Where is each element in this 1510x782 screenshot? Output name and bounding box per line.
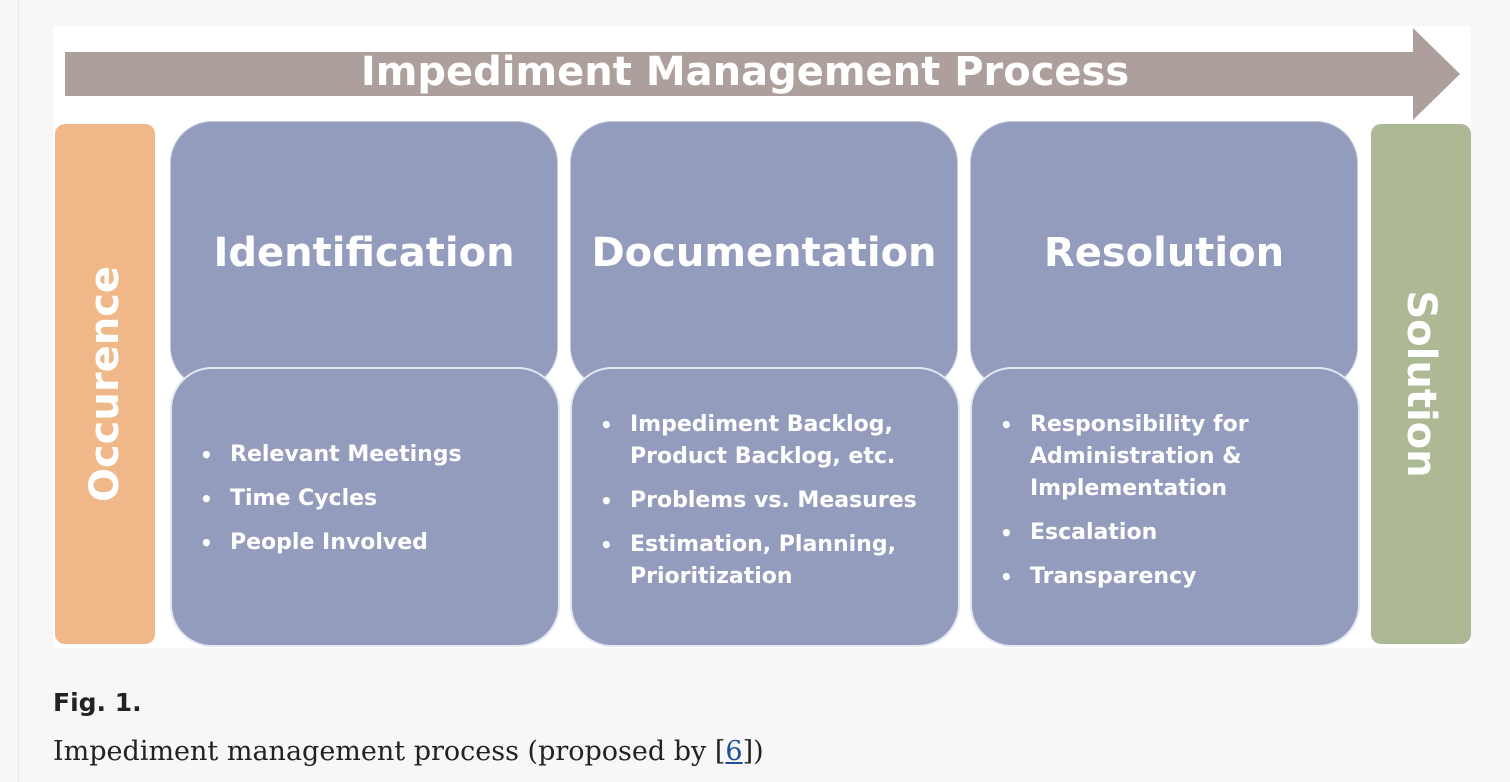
caption-text-end: ]): [742, 736, 764, 767]
stage-documentation: Documentation Impediment Backlog, Produc…: [570, 121, 960, 647]
bullet-item: Escalation: [1000, 517, 1298, 549]
stage-title: Identification: [213, 230, 515, 276]
figure-caption: Impediment management process (proposed …: [53, 736, 764, 767]
process-arrow: [65, 28, 1460, 120]
caption-text: Impediment management process (proposed …: [53, 736, 726, 767]
bullet-item: Problems vs. Measures: [600, 485, 918, 517]
bullet-item: Responsibility for Administration & Impl…: [1000, 409, 1298, 505]
stage-details: Impediment Backlog, Product Backlog, etc…: [570, 367, 960, 647]
figure-label: Fig. 1.: [53, 688, 142, 717]
solution-bar: Solution: [1371, 124, 1471, 644]
solution-label: Solution: [1398, 290, 1444, 478]
stage-header: Identification: [170, 121, 558, 389]
stage-header: Documentation: [570, 121, 958, 389]
stage-title: Documentation: [591, 230, 937, 276]
bullet-item: Estimation, Planning, Prioritization: [600, 529, 918, 593]
figure-image: Impediment Management Process Occurence …: [53, 26, 1471, 648]
bullet-item: People Involved: [200, 527, 544, 559]
occurence-bar: Occurence: [55, 124, 155, 644]
bullet-list: Responsibility for Administration & Impl…: [1000, 409, 1298, 605]
stage-header: Resolution: [970, 121, 1358, 389]
bullet-item: Impediment Backlog, Product Backlog, etc…: [600, 409, 918, 473]
stage-details: Responsibility for Administration & Impl…: [970, 367, 1360, 647]
bullet-item: Relevant Meetings: [200, 439, 544, 471]
stage-details: Relevant Meetings Time Cycles People Inv…: [170, 367, 560, 647]
occurence-label: Occurence: [82, 265, 128, 503]
bullet-list: Impediment Backlog, Product Backlog, etc…: [600, 409, 918, 605]
stage-title: Resolution: [1043, 230, 1285, 276]
stage-identification: Identification Relevant Meetings Time Cy…: [170, 121, 560, 647]
process-title: Impediment Management Process: [360, 49, 1130, 95]
bullet-item: Transparency: [1000, 561, 1298, 593]
stage-resolution: Resolution Responsibility for Administra…: [970, 121, 1360, 647]
bullet-item: Time Cycles: [200, 483, 544, 515]
bullet-list: Relevant Meetings Time Cycles People Inv…: [200, 439, 544, 571]
citation-link[interactable]: 6: [725, 736, 743, 767]
